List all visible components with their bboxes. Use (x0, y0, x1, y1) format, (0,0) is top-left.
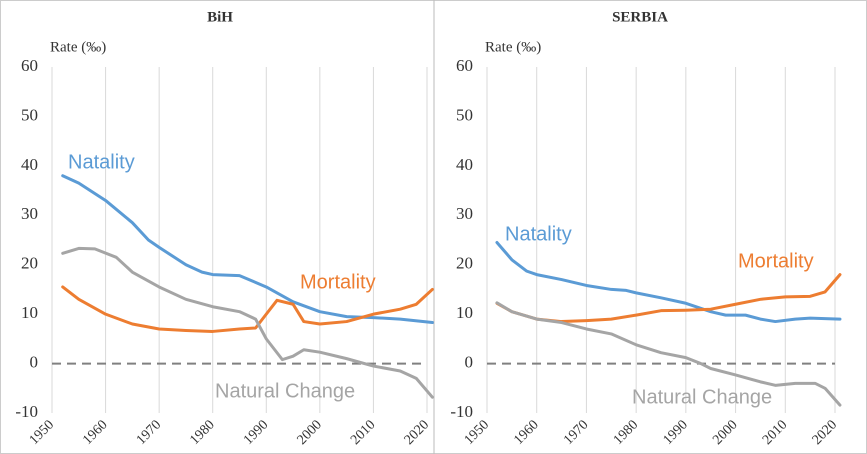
y-tick-label: 60 (456, 56, 473, 75)
x-tick-label: 2010 (348, 417, 378, 447)
x-tick-label: 2010 (760, 417, 790, 447)
y-tick-label: -10 (15, 402, 38, 421)
series-label: Natural Change (632, 386, 772, 408)
y-tick-label: 10 (456, 303, 473, 322)
y-axis-label: Rate (‰) (50, 39, 106, 55)
y-tick-label: 50 (21, 105, 38, 124)
series-label: Natality (68, 151, 135, 173)
series-label: Natality (505, 223, 572, 245)
x-tick-label: 1960 (80, 417, 110, 447)
x-tick-label: 1980 (611, 417, 641, 447)
x-tick-label: 1970 (134, 417, 164, 447)
x-tick-label: 1990 (661, 417, 691, 447)
chart-title: BiH (207, 9, 233, 25)
x-tick-label: 2020 (402, 417, 432, 447)
series-line (61, 285, 434, 333)
series-line (61, 174, 434, 325)
x-tick-label: 2020 (810, 417, 840, 447)
y-tick-label: 40 (456, 155, 473, 174)
y-tick-label: 0 (465, 352, 474, 371)
y-tick-label: -10 (450, 402, 473, 421)
x-tick-label: 1950 (27, 417, 57, 447)
x-tick-label: 1960 (511, 417, 541, 447)
x-tick-label: 1970 (561, 417, 591, 447)
series-line (495, 301, 842, 407)
series-label: Mortality (300, 271, 376, 293)
series-line (495, 240, 842, 324)
x-tick-label: 2000 (710, 417, 740, 447)
x-tick-label: 1990 (241, 417, 271, 447)
y-tick-label: 50 (456, 105, 473, 124)
y-axis-label: Rate (‰) (485, 39, 541, 55)
series-line (61, 246, 434, 399)
x-tick-label: 1950 (462, 417, 492, 447)
chart-title: SERBIA (612, 9, 668, 25)
y-tick-label: 30 (456, 204, 473, 223)
y-tick-label: 20 (21, 254, 38, 273)
series-label: Mortality (738, 250, 814, 272)
series-label: Natural Change (215, 380, 355, 402)
x-tick-label: 1980 (187, 417, 217, 447)
y-tick-label: 0 (30, 352, 39, 371)
y-tick-label: 20 (456, 254, 473, 273)
y-tick-label: 40 (21, 155, 38, 174)
y-tick-label: 30 (21, 204, 38, 223)
x-tick-label: 2000 (295, 417, 325, 447)
y-tick-label: 10 (21, 303, 38, 322)
y-tick-label: 60 (21, 56, 38, 75)
